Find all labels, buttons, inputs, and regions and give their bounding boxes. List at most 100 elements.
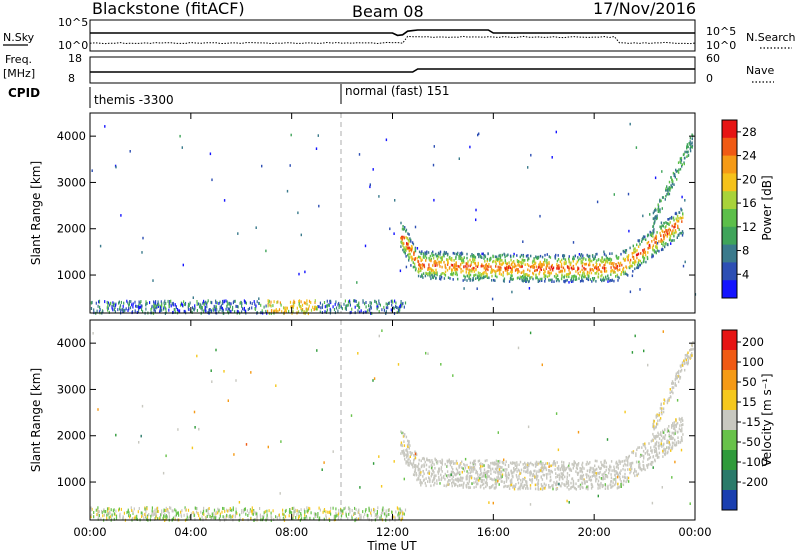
scatter-cell — [546, 462, 549, 465]
scatter-cell — [447, 259, 449, 262]
scatter-cell — [498, 468, 501, 471]
scatter-cell — [142, 236, 144, 240]
scatter-cell — [472, 257, 474, 261]
scatter-cell — [593, 266, 596, 270]
scatter-cell — [485, 268, 487, 272]
scatter-cell — [592, 278, 595, 282]
scatter-cell — [661, 239, 664, 243]
scatter-cell — [470, 260, 473, 264]
scatter-cell — [485, 263, 488, 266]
scatter-cell — [672, 422, 674, 425]
scatter-cell — [263, 511, 265, 515]
scatter-cell — [237, 305, 239, 309]
scatter-cell — [616, 265, 619, 268]
scatter-cell — [650, 446, 652, 449]
scatter-cell — [653, 238, 655, 242]
scatter-cell — [671, 446, 673, 450]
scatter-cell — [531, 276, 533, 279]
scatter-cell — [454, 462, 456, 465]
scatter-cell — [584, 482, 586, 485]
scatter-cell — [577, 462, 580, 465]
xtick-label: 20:00 — [578, 525, 611, 539]
scatter-cell — [630, 464, 633, 467]
scatter-cell — [427, 272, 429, 276]
scatter-cell — [446, 483, 448, 487]
scatter-cell — [219, 514, 221, 518]
scatter-cell — [440, 466, 443, 469]
scatter-cell — [490, 461, 492, 465]
scatter-cell — [455, 262, 457, 265]
scatter-cell — [475, 273, 477, 277]
scatter-cell — [358, 153, 361, 156]
scatter-cell — [537, 479, 540, 482]
scatter-cell — [588, 462, 590, 466]
scatter-cell — [548, 255, 550, 258]
scatter-cell — [631, 255, 634, 258]
scatter-cell — [369, 185, 371, 189]
scatter-cell — [482, 482, 485, 486]
scatter-cell — [605, 254, 607, 258]
scatter-cell — [440, 478, 442, 482]
scatter-cell — [399, 515, 401, 519]
scatter-cell — [619, 261, 622, 265]
scatter-cell — [114, 306, 116, 310]
scatter-cell — [677, 440, 679, 443]
scatter-cell — [652, 432, 654, 436]
scatter-cell — [598, 268, 600, 272]
scatter-cell — [625, 459, 627, 462]
scatter-cell — [451, 270, 453, 273]
scatter-cell — [401, 444, 403, 448]
scatter-cell — [430, 259, 432, 263]
scatter-cell — [593, 473, 595, 476]
scatter-cell — [190, 512, 192, 516]
scatter-cell — [164, 512, 166, 516]
scatter-cell — [495, 255, 498, 259]
scatter-cell — [441, 476, 443, 480]
scatter-cell — [481, 273, 483, 276]
scatter-cell — [207, 511, 209, 515]
scatter-cell — [673, 183, 675, 186]
scatter-cell — [430, 466, 433, 470]
scatter-cell — [440, 473, 442, 477]
scatter-cell — [496, 464, 498, 468]
scatter-cell — [90, 508, 92, 512]
scatter-cell — [169, 302, 171, 306]
scatter-cell — [439, 275, 441, 278]
scatter-cell — [601, 463, 603, 467]
scatter-cell — [504, 266, 506, 270]
scatter-cell — [617, 279, 619, 282]
scatter-cell — [187, 508, 190, 512]
scatter-cell — [637, 261, 640, 264]
scatter-cell — [418, 271, 420, 274]
scatter-cell — [586, 476, 588, 479]
scatter-cell — [449, 461, 452, 464]
scatter-cell — [126, 299, 128, 303]
scatter-cell — [593, 469, 596, 473]
scatter-cell — [241, 304, 243, 308]
scatter-cell — [520, 275, 523, 279]
scatter-cell — [469, 273, 472, 277]
scatter-cell — [399, 511, 401, 515]
scatter-cell — [504, 269, 507, 272]
scatter-cell — [472, 277, 474, 280]
scatter-cell — [435, 252, 437, 256]
scatter-cell — [656, 422, 658, 426]
scatter-cell — [558, 473, 560, 476]
scatter-cell — [571, 275, 573, 278]
scatter-cell — [582, 473, 585, 477]
scatter-cell — [571, 485, 574, 489]
scatter-cell — [659, 407, 662, 410]
scatter-cell — [314, 305, 317, 309]
scatter-cell — [414, 248, 416, 251]
scatter-cell — [121, 307, 123, 311]
scatter-cell — [684, 368, 686, 372]
time-xticks: 00:00 04:00 08:00 12:00 16:00 20:00 00:00 — [73, 113, 712, 539]
scatter-cell — [669, 437, 671, 441]
scatter-cell — [591, 259, 593, 263]
scatter-cell — [408, 233, 410, 236]
scatter-cell — [641, 468, 643, 471]
scatter-cell — [278, 513, 280, 517]
scatter-cell — [684, 156, 686, 160]
scatter-cell — [431, 472, 433, 476]
scatter-cell — [545, 473, 547, 476]
